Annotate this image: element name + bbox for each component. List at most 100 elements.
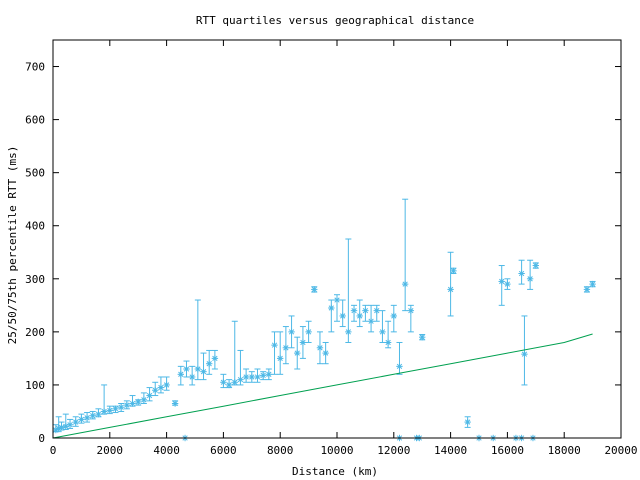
data-point-stroke [533,262,539,269]
data-point-stroke [521,351,528,357]
data-point [72,418,79,426]
x-tick-label: 20000 [604,444,637,457]
data-point-stroke [447,286,454,293]
data-point-stroke [518,270,525,277]
data-point [200,368,207,375]
data-point-stroke [178,371,184,377]
data-point-stroke [391,313,397,319]
data-point-stroke [118,404,124,410]
data-point [188,373,196,381]
data-point-stroke [266,371,272,377]
data-point-stroke [141,397,147,403]
error-bar [402,198,409,312]
y-tick-label: 600 [25,114,45,127]
error-bar [447,251,454,317]
data-point-stroke [379,329,386,335]
data-point-stroke [73,419,79,425]
x-tick-label: 4000 [153,444,180,457]
data-point-stroke [419,334,425,340]
error-bar [271,331,278,375]
chart-title: RTT quartiles versus geographical distan… [196,14,474,27]
data-point-stroke [135,399,141,405]
error-bar [498,265,505,306]
data-point [231,379,238,386]
data-point [328,304,335,312]
data-point-stroke [305,329,312,335]
data-point-stroke [206,361,212,367]
data-point [265,371,273,378]
x-axis-ticks: 0 2000 4000 6000 8000 10000 12000 14000 16000 180… [50,40,638,457]
error-bar [200,352,207,381]
data-point-stroke [84,415,90,421]
data-point-stroke [163,382,170,388]
x-tick-label: 2000 [97,444,124,457]
data-point-stroke [334,297,340,303]
data-point [589,280,596,288]
data-point-stroke [408,307,414,314]
data-point [146,392,153,399]
data-point-stroke [172,400,178,407]
data-point [100,408,108,415]
data-point-stroke [328,305,334,311]
data-point [498,278,505,285]
data-point [305,328,312,336]
data-point-stroke [396,363,403,370]
error-bar [521,315,528,386]
data-point-stroke [249,374,255,380]
data-point [282,344,290,351]
data-point [396,363,403,370]
x-tick-label: 12000 [377,444,410,457]
data-point-stroke [189,374,195,380]
data-point-stroke [212,355,218,362]
data-point [521,350,528,358]
data-point-stroke [351,307,357,314]
data-point [106,407,113,414]
data-point-stroke [226,382,232,388]
data-point [259,372,267,379]
data-point-stroke [129,400,136,407]
error-bar [231,320,238,386]
data-point-stroke [357,313,363,319]
data-point [135,398,142,406]
data-point-stroke [294,350,300,356]
data-point [384,339,392,346]
data-point-stroke [243,374,249,380]
x-tick-label: 16000 [491,444,524,457]
data-point-stroke [67,422,73,428]
data-point-stroke [322,350,329,356]
x-tick-label: 8000 [267,444,294,457]
data-point [464,418,471,426]
error-bar [379,310,386,343]
y-tick-label: 300 [25,273,45,286]
data-point-stroke [311,286,317,293]
data-point [157,384,165,391]
minimum-rtt-line [52,333,593,439]
data-point [254,373,261,381]
data-point-stroke [112,406,119,412]
data-point [123,401,131,409]
data-point [152,387,159,394]
data-point [294,349,301,357]
x-tick-label: 0 [50,444,57,457]
data-point [379,328,386,336]
data-point-stroke [402,281,408,287]
data-point [237,376,244,383]
data-point-stroke [107,407,113,414]
data-point [183,365,190,373]
data-point [504,280,511,288]
data-point [225,381,233,389]
data-point-stroke [146,392,153,399]
data-point-stroke [300,339,306,346]
data-point [362,307,369,314]
data-point-stroke [450,268,457,274]
data-point-stroke [237,376,244,383]
data-point [206,360,213,367]
data-point [339,312,346,320]
y-tick-label: 500 [25,167,45,180]
y-tick-label: 100 [25,379,45,392]
data-point [83,414,91,422]
data-point [390,312,397,320]
data-point [288,328,295,336]
data-point-stroke [374,307,380,314]
